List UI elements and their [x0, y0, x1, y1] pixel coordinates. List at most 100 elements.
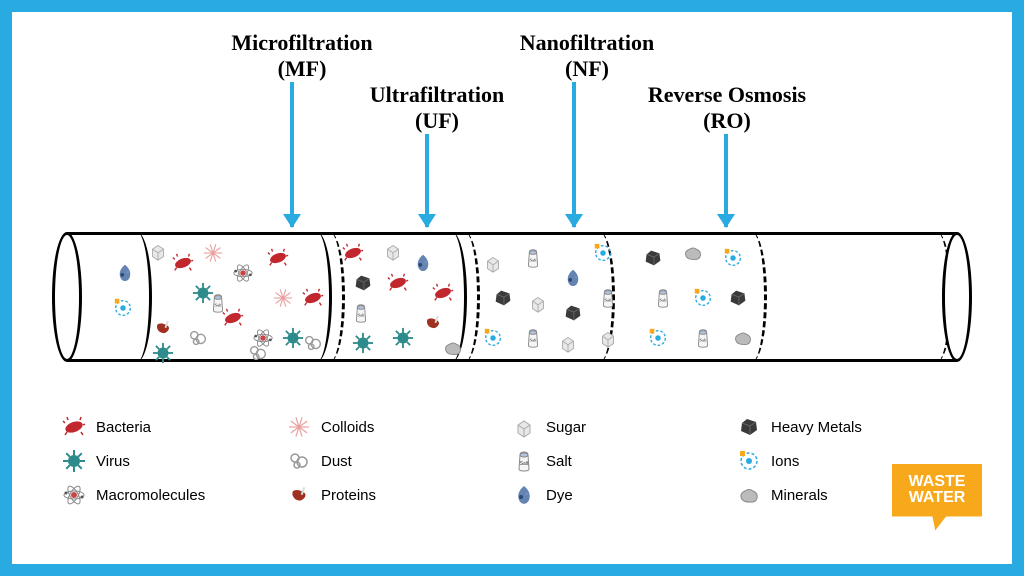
particle-sugar [482, 252, 504, 274]
particle-salt: Salt [350, 302, 372, 324]
colloid-icon [287, 415, 311, 439]
particle-ion [722, 247, 744, 269]
particle-ion [482, 327, 504, 349]
particle-mineral [732, 327, 754, 349]
legend-item-virus: Virus [62, 446, 287, 476]
particle-sugar [527, 292, 549, 314]
legend-label: Virus [96, 453, 130, 470]
particle-virus [282, 327, 304, 349]
filter-label-3: Reverse Osmosis(RO) [642, 82, 812, 135]
particle-bacteria [342, 242, 364, 264]
cylinder-bottom-line [67, 359, 957, 362]
legend-item-sugar: Sugar [512, 412, 737, 442]
particle-bacteria [432, 282, 454, 304]
dust-icon [287, 449, 311, 473]
ion-icon [737, 449, 761, 473]
particle-metal [352, 272, 374, 294]
legend-label: Macromolecules [96, 487, 205, 504]
filter-label-1: Ultrafiltration(UF) [352, 82, 522, 135]
legend-label: Heavy Metals [771, 419, 862, 436]
logo: WASTE WATER [892, 464, 982, 534]
particle-sugar [597, 327, 619, 349]
svg-text:Salt: Salt [357, 313, 365, 318]
svg-text:Salt: Salt [529, 258, 537, 263]
particle-metal [492, 287, 514, 309]
filtration-cylinder: Salt Salt Salt Salt Salt Salt Salt [52, 232, 972, 362]
particle-salt: Salt [652, 287, 674, 309]
particle-salt: Salt [692, 327, 714, 349]
mineral-icon [737, 483, 761, 507]
legend-label: Proteins [321, 487, 376, 504]
legend-label: Ions [771, 453, 799, 470]
particle-ion [692, 287, 714, 309]
particle-dye [114, 262, 136, 284]
particle-dust [187, 327, 209, 349]
filter-label-0: Microfiltration(MF) [217, 30, 387, 83]
legend-item-bacteria: Bacteria [62, 412, 287, 442]
particle-virus [392, 327, 414, 349]
logo-line1: WASTE [909, 474, 966, 490]
virus-icon [62, 449, 86, 473]
content-area: Microfiltration(MF)Ultrafiltration(UF)Na… [12, 12, 1012, 564]
particle-dust [247, 342, 269, 364]
svg-text:Salt: Salt [520, 461, 529, 467]
filter-label-2: Nanofiltration(NF) [502, 30, 672, 83]
particle-ion [592, 242, 614, 264]
logo-line2: WATER [909, 490, 966, 506]
particle-sugar [557, 332, 579, 354]
particle-colloid [202, 242, 224, 264]
particle-virus [352, 332, 374, 354]
legend-item-dust: Dust [287, 446, 512, 476]
particle-salt: Salt [522, 327, 544, 349]
legend-item-dye: Dye [512, 480, 737, 510]
particle-ion [112, 297, 134, 319]
particle-protein [152, 317, 174, 339]
svg-text:Salt: Salt [529, 338, 537, 343]
particle-bacteria [172, 252, 194, 274]
particle-sugar [382, 240, 404, 262]
cylinder-cap-left [52, 232, 82, 362]
particle-bacteria [302, 287, 324, 309]
particle-dust [302, 332, 324, 354]
metal-icon [737, 415, 761, 439]
legend-label: Dye [546, 487, 573, 504]
particle-colloid [272, 287, 294, 309]
particle-protein [422, 312, 444, 334]
particle-metal [727, 287, 749, 309]
particle-virus [152, 342, 174, 364]
particle-dye [562, 267, 584, 289]
bacteria-icon [62, 415, 86, 439]
particle-salt: Salt [522, 247, 544, 269]
filter-arrow-2 [572, 82, 576, 227]
particle-mineral [442, 337, 464, 359]
filter-arrow-3 [724, 134, 728, 227]
legend-label: Sugar [546, 419, 586, 436]
legend-label: Salt [546, 453, 572, 470]
svg-text:Salt: Salt [604, 298, 612, 303]
particle-bacteria [387, 272, 409, 294]
particle-metal [642, 247, 664, 269]
dye-icon [512, 483, 536, 507]
particle-ion [647, 327, 669, 349]
particle-salt: Salt [207, 292, 229, 314]
svg-text:Salt: Salt [699, 338, 707, 343]
legend-item-macro: Macromolecules [62, 480, 287, 510]
particle-dye [412, 252, 434, 274]
salt-icon: Salt [512, 449, 536, 473]
legend-item-metal: Heavy Metals [737, 412, 962, 442]
legend-item-protein: Proteins [287, 480, 512, 510]
cylinder-cap-right [942, 232, 972, 362]
logo-bubble: WASTE WATER [892, 464, 982, 534]
legend: Bacteria Colloids Sugar Heavy Metals Virus Du… [62, 412, 962, 510]
sugar-icon [512, 415, 536, 439]
particle-salt: Salt [597, 287, 619, 309]
particle-bacteria [267, 247, 289, 269]
legend-label: Bacteria [96, 419, 151, 436]
filter-arrow-0 [290, 82, 294, 227]
legend-label: Dust [321, 453, 352, 470]
particle-metal [562, 302, 584, 324]
legend-item-colloid: Colloids [287, 412, 512, 442]
particle-macro [232, 262, 254, 284]
legend-item-salt: Salt Salt [512, 446, 737, 476]
macro-icon [62, 483, 86, 507]
